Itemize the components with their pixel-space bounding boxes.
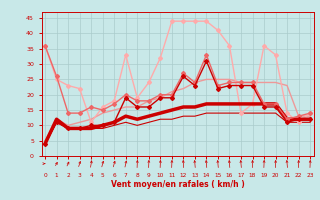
X-axis label: Vent moyen/en rafales ( km/h ): Vent moyen/en rafales ( km/h ) — [111, 180, 244, 189]
